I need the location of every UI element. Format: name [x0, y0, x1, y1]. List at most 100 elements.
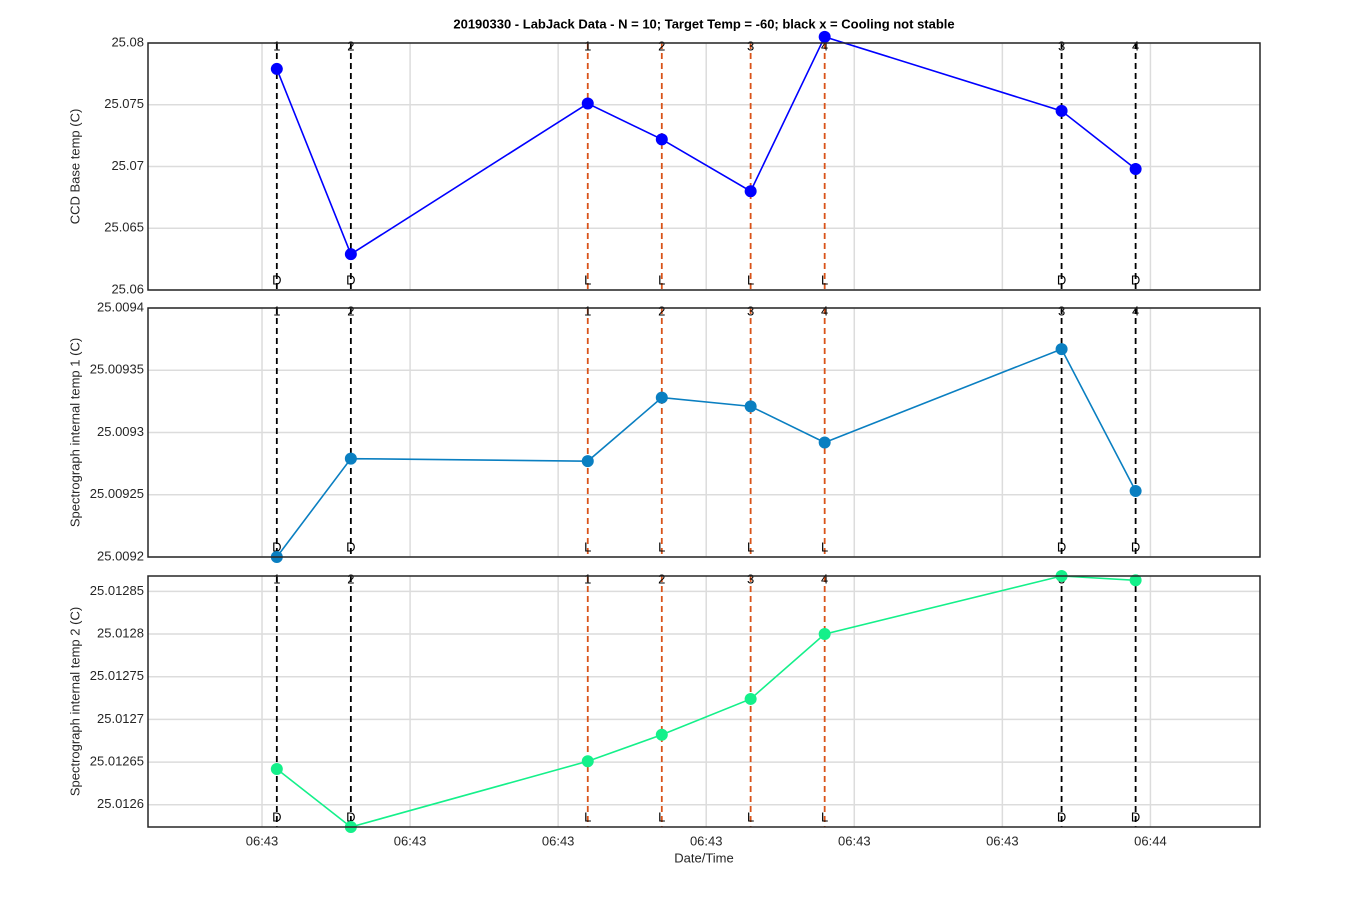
data-point [1129, 485, 1142, 498]
chart-title: 20190330 - LabJack Data - N = 10; Target… [453, 16, 954, 31]
event-number: 4 [821, 571, 828, 586]
y-tick-label: 25.0093 [97, 424, 144, 439]
y-tick-label: 25.0126 [97, 796, 144, 811]
event-kind: D [1131, 809, 1140, 824]
event-number: 1 [273, 571, 280, 586]
event-kind: L [747, 539, 754, 554]
event-kind: L [584, 272, 591, 287]
data-point [818, 30, 831, 43]
event-kind: D [272, 809, 281, 824]
event-number: 2 [658, 38, 665, 53]
event-number: 4 [1132, 38, 1139, 53]
data-point [270, 762, 283, 775]
axes-box [147, 575, 1261, 828]
event-kind: L [584, 809, 591, 824]
axes-box [147, 307, 1261, 558]
event-number: 4 [1132, 303, 1139, 318]
event-number: 3 [1058, 38, 1065, 53]
data-point [655, 728, 668, 741]
event-kind: D [346, 272, 355, 287]
y-tick-label: 25.00935 [90, 362, 144, 377]
y-axis-label: Spectrograph internal temp 1 (C) [67, 338, 82, 527]
x-tick-label: 06:43 [394, 833, 427, 848]
x-tick-label: 06:43 [986, 833, 1019, 848]
y-tick-label: 25.07 [111, 158, 144, 173]
event-number: 2 [658, 571, 665, 586]
event-kind: D [1057, 272, 1066, 287]
event-kind: L [821, 809, 828, 824]
event-number: 2 [347, 571, 354, 586]
x-tick-label: 06:43 [542, 833, 575, 848]
event-kind: D [346, 539, 355, 554]
y-tick-label: 25.065 [104, 220, 144, 235]
event-kind: D [346, 809, 355, 824]
data-point [1129, 574, 1142, 587]
event-kind: D [1131, 539, 1140, 554]
event-number: 3 [747, 571, 754, 586]
y-tick-label: 25.0092 [97, 548, 144, 563]
y-axis-label: Spectrograph internal temp 2 (C) [67, 607, 82, 796]
event-kind: L [821, 539, 828, 554]
event-number: 1 [584, 571, 591, 586]
y-tick-label: 25.00925 [90, 486, 144, 501]
event-number: 1 [584, 38, 591, 53]
event-kind: L [747, 809, 754, 824]
event-kind: L [658, 539, 665, 554]
x-axis-label: Date/Time [674, 850, 733, 865]
axes-box [147, 42, 1261, 291]
data-point [655, 133, 668, 146]
data-point [581, 755, 594, 768]
x-tick-label: 06:43 [690, 833, 723, 848]
data-point [818, 628, 831, 641]
event-kind: L [747, 272, 754, 287]
data-point [655, 391, 668, 404]
event-kind: D [272, 272, 281, 287]
event-kind: L [658, 272, 665, 287]
x-tick-label: 06:43 [838, 833, 871, 848]
y-tick-label: 25.01265 [90, 754, 144, 769]
event-kind: D [1057, 539, 1066, 554]
data-point [581, 97, 594, 110]
event-number: 1 [273, 38, 280, 53]
y-tick-label: 25.0127 [97, 711, 144, 726]
data-point [1129, 162, 1142, 175]
event-number: 2 [347, 38, 354, 53]
data-point [1055, 343, 1068, 356]
y-tick-label: 25.06 [111, 281, 144, 296]
y-tick-label: 25.0128 [97, 625, 144, 640]
data-point [270, 62, 283, 75]
x-tick-label: 06:44 [1134, 833, 1167, 848]
data-point [581, 455, 594, 468]
event-number: 4 [821, 303, 828, 318]
event-number: 1 [584, 303, 591, 318]
y-axis-label: CCD Base temp (C) [67, 109, 82, 225]
data-point [744, 185, 757, 198]
data-point [1055, 104, 1068, 117]
data-point [344, 248, 357, 261]
event-number: 4 [821, 38, 828, 53]
event-number: 1 [273, 303, 280, 318]
event-kind: L [658, 809, 665, 824]
event-number: 2 [347, 303, 354, 318]
event-kind: L [821, 272, 828, 287]
data-line [276, 575, 1136, 828]
data-point [744, 400, 757, 413]
y-tick-label: 25.0094 [97, 299, 144, 314]
event-kind: D [272, 539, 281, 554]
data-line [276, 35, 1137, 256]
event-number: 3 [747, 303, 754, 318]
x-tick-label: 06:43 [246, 833, 279, 848]
event-kind: D [1131, 272, 1140, 287]
data-point [818, 436, 831, 449]
y-tick-label: 25.08 [111, 34, 144, 49]
data-point [344, 452, 357, 465]
data-line [276, 348, 1137, 558]
event-kind: D [1057, 809, 1066, 824]
event-number: 2 [658, 303, 665, 318]
event-number: 3 [747, 38, 754, 53]
y-tick-label: 25.01285 [90, 583, 144, 598]
y-tick-label: 25.075 [104, 96, 144, 111]
event-number: 3 [1058, 303, 1065, 318]
data-point [744, 692, 757, 705]
event-kind: L [584, 539, 591, 554]
